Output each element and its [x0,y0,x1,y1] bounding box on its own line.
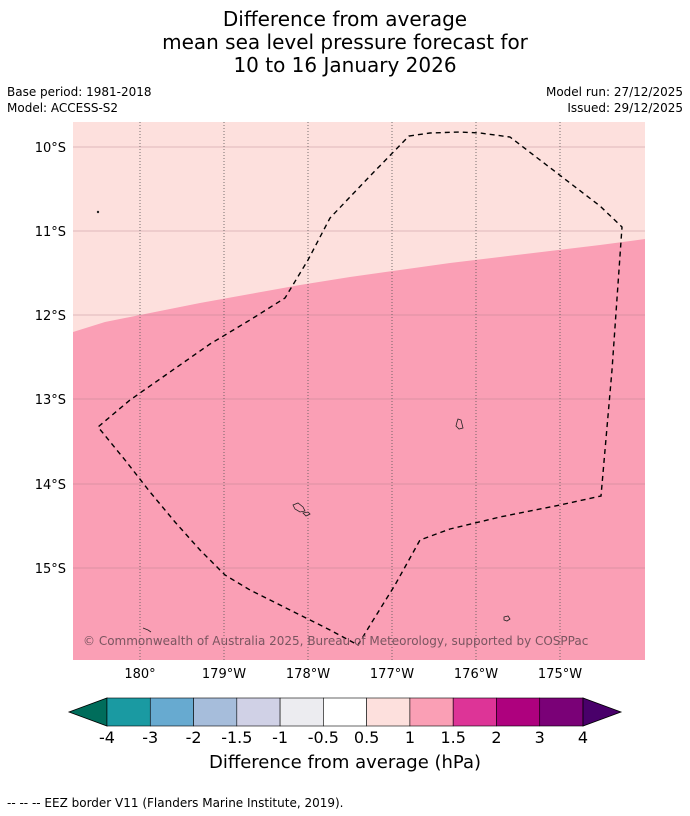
colorbar-tick-label: -3 [142,728,158,747]
chart-title: Difference from average mean sea level p… [0,8,690,77]
meta-left: Base period: 1981-2018 Model: ACCESS-S2 [7,84,152,116]
issued-date: Issued: 29/12/2025 [567,101,683,115]
longitude-labels: 180° 179°W 178°W 177°W 176°W 175°W [124,667,582,682]
colorbar-segment [452,697,497,727]
copyright-notice: © Commonwealth of Australia 2025, Bureau… [83,634,588,648]
lon-label: 178°W [286,667,330,682]
colorbar-segment [236,697,281,727]
island-south [503,615,511,622]
colorbar-segment [149,697,194,727]
colorbar-extend-high [582,697,623,727]
footer-eez-note: -- -- -- EEZ border V11 (Flanders Marine… [7,796,344,810]
lon-label: 179°W [202,667,246,682]
colorbar-tick-label: 2 [491,728,501,747]
colorbar-segment [106,697,151,727]
colorbar-tick-label: 3 [535,728,545,747]
island-futuna [292,502,306,513]
lon-label: 180° [124,667,155,682]
colorbar-segment [193,697,238,727]
lon-label: 175°W [538,667,582,682]
lon-label: 176°W [454,667,498,682]
colorbar-segment [496,697,541,727]
colorbar-tick-label: 0.5 [354,728,379,747]
colorbar-tick-label: -1.5 [221,728,252,747]
lon-label: 177°W [370,667,414,682]
colorbar-segment [279,697,324,727]
colorbar-tick-label: 4 [578,728,588,747]
title-line-1: Difference from average [222,7,468,31]
colorbar-tick-label: -0.5 [308,728,339,747]
lat-label: 11°S [35,225,66,240]
model-name: Model: ACCESS-S2 [7,101,119,115]
colorbar-tick-label: -4 [99,728,115,747]
colorbar-tick-label: 1.5 [440,728,465,747]
title-line-2: mean sea level pressure forecast for [162,30,528,54]
colorbar: -4 -3 -2 -1.5 -1 -0.5 0.5 1 1.5 2 3 4 [67,697,623,747]
lat-label: 10°S [35,141,66,156]
colorbar-segment [539,697,584,727]
eez-border [97,131,623,646]
meta-right: Model run: 27/12/2025 Issued: 29/12/2025 [546,84,683,116]
lat-label: 14°S [35,478,66,493]
map-figure: © Commonwealth of Australia 2025, Bureau… [35,122,645,747]
colorbar-tick-label: -1 [272,728,288,747]
latitude-labels: 10°S 11°S 12°S 13°S 14°S 15°S [35,141,66,577]
anomaly-band-pink [73,239,645,660]
colorbar-extend-low [67,697,108,727]
island-wallis [455,418,464,430]
model-run: Model run: 27/12/2025 [545,85,683,99]
lat-label: 12°S [35,309,66,324]
title-line-3: 10 to 16 January 2026 [233,53,457,77]
colorbar-tick-label: -2 [186,728,202,747]
island-sw [142,627,152,633]
colorbar-segment [323,697,367,727]
island-alofi [302,511,311,517]
island-dot [96,210,100,214]
base-period: Base period: 1981-2018 [7,85,152,99]
latitude-gridlines [73,146,645,569]
colorbar-segment [366,697,411,727]
lat-label: 13°S [35,393,66,408]
map-area: © Commonwealth of Australia 2025, Bureau… [73,122,645,660]
islands [96,210,511,633]
colorbar-label: Difference from average (hPa) [208,752,482,773]
lat-label: 15°S [35,562,66,577]
colorbar-tick-label: 1 [405,728,415,747]
colorbar-segment [409,697,454,727]
